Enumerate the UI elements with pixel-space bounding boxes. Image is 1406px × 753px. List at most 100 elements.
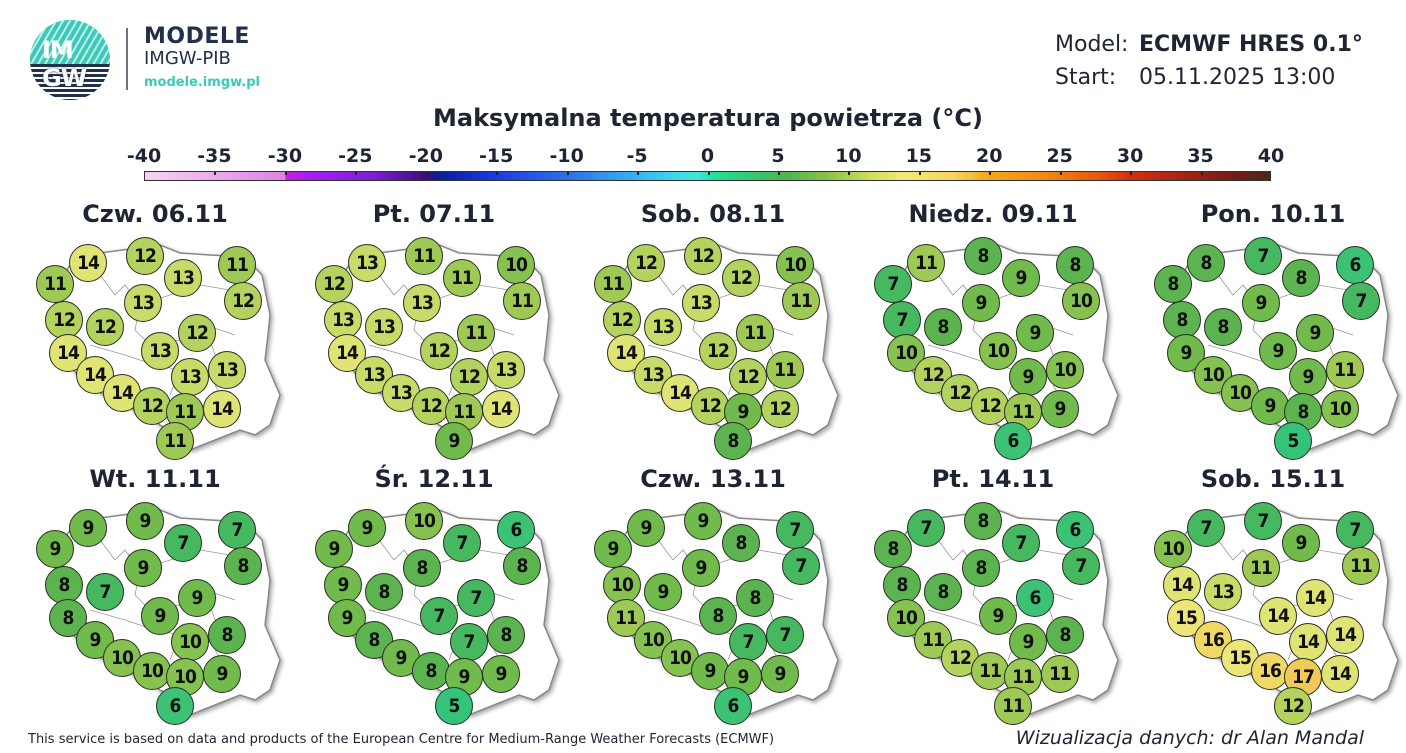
temperature-marker: 8 [1204,308,1242,346]
temperature-marker: 9 [1167,334,1205,372]
colorbar-tick [1059,172,1062,175]
temperature-marker: 11 [994,687,1032,725]
temperature-marker: 7 [874,265,912,303]
colorbar-tick [496,172,499,175]
temperature-marker: 10 [1046,351,1084,389]
temperature-marker: 8 [722,524,760,562]
temperature-marker: 10 [497,246,535,284]
temperature-marker: 7 [218,511,256,549]
temperature-marker: 7 [1002,524,1040,562]
temperature-marker: 9 [1259,332,1297,370]
temperature-marker: 8 [1056,246,1094,284]
visualization-credit: Wizualizacja danych: dr Alan Mandal [1015,727,1364,749]
temperature-marker: 8 [45,566,83,604]
temperature-marker: 13 [644,308,682,346]
temperature-marker: 11 [218,246,256,284]
temperature-marker: 10 [1062,282,1100,320]
colorbar-tick-label: -30 [267,145,303,167]
colorbar-tick [1130,172,1133,175]
colorbar-tick-label: 25 [1046,145,1073,167]
day-title: Pt. 14.11 [931,465,1055,493]
colorbar-tick-label: -20 [408,145,443,167]
temperature-marker: 9 [1282,524,1320,562]
temperature-marker: 12 [691,387,729,425]
temperature-marker: 9 [682,549,720,587]
temperature-marker: 13 [124,284,162,322]
temperature-marker: 16 [1251,652,1289,690]
model-meta: Model: ECMWF HRES 0.1° Start: 05.11.2025 1… [1055,28,1363,94]
temperature-marker: 14 [1321,655,1359,693]
temperature-marker: 7 [443,524,481,562]
temperature-marker: 9 [315,530,353,568]
temperature-marker: 7 [1244,502,1282,540]
temperature-marker: 9 [627,509,665,547]
temperature-marker: 13 [403,284,441,322]
temperature-marker: 7 [420,597,458,635]
temperature-marker: 11 [405,237,443,275]
temperature-marker: 9 [691,652,729,690]
temperature-marker: 12 [224,282,262,320]
temperature-marker: 12 [699,332,737,370]
model-row: Model: ECMWF HRES 0.1° [1055,28,1363,61]
temperature-marker: 7 [907,509,945,547]
temperature-marker: 12 [133,387,171,425]
temperature-marker: 13 [348,244,386,282]
temperature-marker: 14 [1289,623,1327,661]
colorbar-tick-label: 10 [835,145,862,167]
temperature-marker: 9 [435,422,473,460]
brand-subtitle: IMGW-PIB [144,48,231,69]
temperature-marker: 10 [634,621,672,659]
temperature-marker: 12 [729,358,767,396]
colorbar-tick [848,172,851,175]
temperature-marker: 12 [420,332,458,370]
temperature-marker: 14 [69,244,107,282]
day-title: Sob. 15.11 [1200,465,1346,493]
temperature-marker: 9 [1009,358,1047,396]
temperature-marker: 7 [457,579,495,617]
temperature-marker: 9 [1251,387,1289,425]
colorbar-tick-label: -40 [126,145,162,167]
temperature-marker: 11 [156,422,194,460]
temperature-marker: 11 [1041,655,1079,693]
temperature-marker: 9 [203,655,241,693]
temperature-marker: 11 [782,282,820,320]
brand-url[interactable]: modele.imgw.pl [144,75,260,90]
temperature-marker: 11 [503,282,541,320]
colorbar-tick [777,172,780,175]
day-title: Czw. 13.11 [640,465,786,493]
temperature-marker: 5 [1274,422,1312,460]
temperature-marker: 7 [1062,547,1100,585]
colorbar-tick-label: -15 [479,145,514,167]
ecmwf-attribution: This service is based on data and produc… [28,732,775,747]
temperature-marker: 8 [355,621,393,659]
day-title: Pt. 07.11 [372,200,496,228]
temperature-marker: 6 [714,687,752,725]
temperature-marker: 6 [1336,246,1374,284]
temperature-marker: 6 [497,511,535,549]
temperature-marker: 8 [412,652,450,690]
start-label: Start: [1055,65,1117,90]
temperature-marker: 8 [962,549,1000,587]
temperature-marker: 7 [1244,237,1282,275]
temperature-marker: 9 [594,530,632,568]
temperature-marker: 9 [178,579,216,617]
colorbar-tick [1200,172,1203,175]
colorbar-tick [566,172,569,175]
temperature-marker: 7 [1342,282,1380,320]
temperature-marker: 9 [1002,259,1040,297]
temperature-marker: 12 [412,387,450,425]
temperature-marker: 12 [45,301,83,339]
temperature-marker: 7 [164,524,202,562]
temperature-marker: 9 [36,530,74,568]
brand-title: MODELE [144,24,250,49]
colorbar-tick-label: -10 [549,145,584,167]
temperature-marker: 10 [1321,390,1359,428]
temperature-marker: 11 [457,314,495,352]
temperature-marker: 12 [603,301,641,339]
temperature-marker: 13 [487,351,525,389]
temperature-marker: 10 [133,652,171,690]
temperature-marker: 8 [224,547,262,585]
colorbar-tick-label: -35 [197,145,232,167]
chart-title: Maksymalna temperatura powietrza (°C) [433,104,983,132]
temperature-marker: 13 [171,358,209,396]
